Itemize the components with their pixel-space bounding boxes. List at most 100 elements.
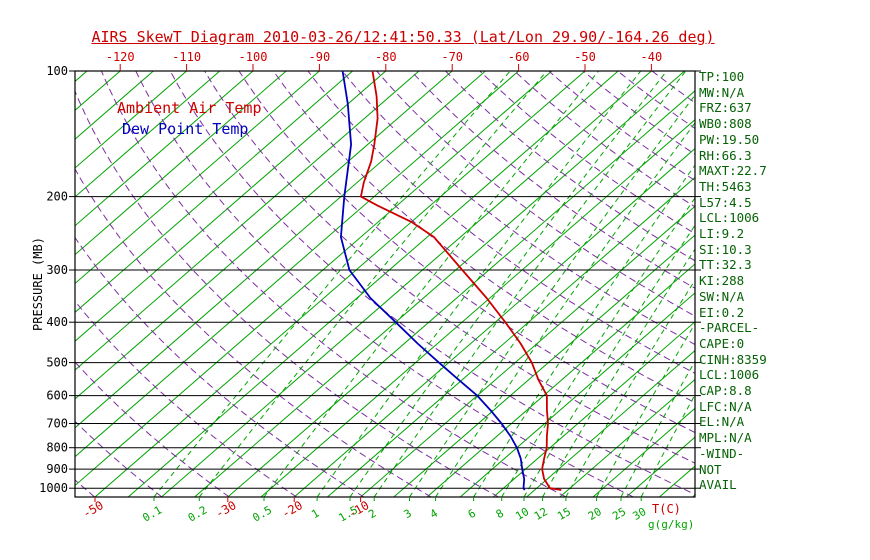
top-axis-label: -90 [309,50,331,64]
panel-item: CAP:8.8 [699,383,752,399]
mixing-ratio-line [435,122,695,497]
pressure-tick-label: 100 [46,64,68,78]
isotherm-line [194,71,685,497]
mixing-ratio-line [542,248,695,497]
dry-adiabat-line [238,71,695,434]
panel-item: WB0:808 [699,116,752,132]
dry-adiabat-line [169,71,695,495]
top-axis-label: -110 [172,50,201,64]
panel-item: LFC:N/A [699,398,752,414]
temp-unit-label: T(C) [652,502,681,516]
mixing-ratio-label: 3 [402,507,414,522]
dry-adiabat-line [75,90,499,497]
panel-item: NOT [699,461,722,477]
dry-adiabat-line [376,71,695,317]
dry-adiabat-line [135,71,634,497]
isotherm-line [592,407,695,497]
mixing-ratio-label: 10 [513,505,531,523]
panel-item: TH:5463 [699,178,752,194]
isotherm-line [75,71,453,400]
mixing-ratio-label: 0.5 [250,503,274,524]
dry-adiabat-line [548,71,695,182]
dry-adiabat-line [582,71,695,155]
top-axis-label: -70 [441,50,463,64]
isotherm-line [260,119,695,497]
pressure-tick-label: 400 [46,315,68,329]
dry-adiabat-line [479,71,695,235]
mixing-ratio-label: 30 [631,505,649,523]
pressure-tick-label: 500 [46,356,68,370]
isotherm-line [493,321,695,497]
mixing-ratio-label: 2 [366,507,378,522]
panel-item: EI:0.2 [699,304,745,320]
pressure-tick-label: 300 [46,263,68,277]
mixing-ratio-line [565,279,695,497]
panel-item: MW:N/A [699,84,745,100]
panel-item: MAXT:22.7 [699,163,767,179]
mixing-ratio-line [153,71,511,497]
bottom-temp-label: -20 [279,498,305,521]
top-axis-label: -100 [239,50,268,64]
isotherm-line [75,71,387,342]
profile-curves [339,71,562,491]
isotherm-line [526,349,695,497]
mixing-ratio-label: 0.2 [186,503,210,524]
isotherm-line [327,176,695,497]
panel-item: CINH:8359 [699,351,767,367]
isotherm-line [75,71,486,429]
panel-item: CAPE:0 [699,335,745,351]
panel-item: SI:10.3 [699,241,752,257]
mixing-ratio-line [523,224,695,497]
top-axis-label: -60 [508,50,530,64]
pressure-tick-label: 200 [46,190,68,204]
panel-item: LCL:1006 [699,210,760,226]
temperature-curve [359,71,562,491]
mixing-ratio-label: 6 [466,507,478,522]
bottom-temp-label: -50 [80,498,106,521]
panel-item: -WIND- [699,445,745,461]
panel-item: MPL:N/A [699,430,752,446]
isotherm-line [75,71,353,314]
panel-item: TP:100 [699,69,745,84]
pressure-tick-label: 600 [46,389,68,403]
panel-item: PW:19.50 [699,131,760,147]
panel-item: LCL:1006 [699,367,760,383]
pressure-tick-label: 1000 [39,481,68,495]
legend-ambient-air-temp: Ambient Air Temp [117,99,262,117]
isotherm-line [127,71,619,497]
panel-item: SW:N/A [699,288,745,304]
mixing-ratio-line [349,71,668,497]
pressure-tick-label: 800 [46,441,68,455]
mixing-ratio-label: 12 [532,505,550,523]
top-axis-label: -80 [375,50,397,64]
isotherm-line [426,263,695,497]
isotherm-line [75,71,254,227]
mixing-ratio-line [596,322,695,497]
panel-item: KI:288 [699,273,745,289]
mixing-unit-label: g(g/kg) [648,518,694,531]
isotherm-line [161,71,652,497]
isotherm-line [459,292,695,497]
chart-title: AIRS SkewT Diagram 2010-03-26/12:41:50.3… [91,28,715,46]
isotherm-line [75,71,519,458]
mixing-ratio-label: 25 [610,505,628,523]
isotherm-line [0,71,21,497]
plot-border [74,70,696,498]
panel-item: TT:32.3 [699,257,752,273]
isotherm-line [94,71,586,497]
pressure-axis-label: PRESSURE (MB) [31,237,45,331]
mixing-ratio-line [473,164,695,497]
dry-adiabat-line [75,236,365,497]
top-axis-label: -50 [574,50,596,64]
panel-item: EL:N/A [699,414,745,430]
panel-item: FRZ:637 [699,100,752,116]
isotherm-line [227,90,695,497]
isotherm-line [360,205,695,497]
mixing-ratio-line [501,197,695,497]
dry-adiabat-line [410,71,695,289]
isotherm-line [559,378,695,497]
dry-adiabat-line [100,71,567,497]
bottom-temp-label: -30 [213,498,239,521]
